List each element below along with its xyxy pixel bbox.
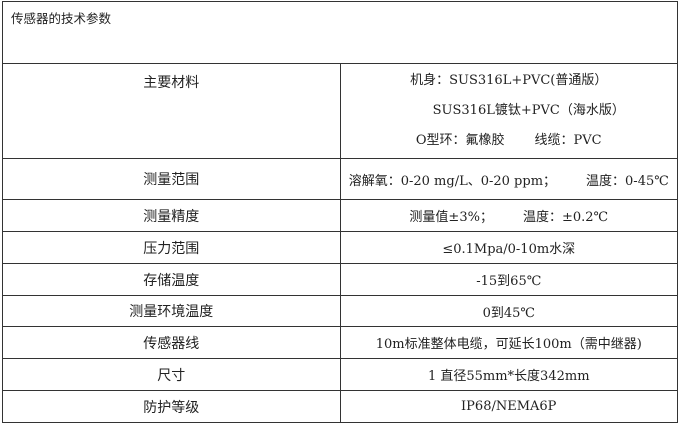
row-label: 测量范围 — [2, 158, 341, 200]
table-row: 测量精度 测量值±3%； 温度：±0.2℃ — [2, 199, 678, 232]
material-cable: 线缆：PVC — [534, 133, 602, 148]
table-row: 压力范围 ≤0.1Mpa/0-10m水深 — [2, 231, 678, 264]
table-row: 主要材料 机身：SUS316L+PVC(普通版） SUS316L镀钛+PVC（海… — [2, 63, 678, 159]
row-label: 尺寸 — [2, 358, 341, 391]
table-title: 传感器的技术参数 — [2, 1, 678, 64]
range-do: 溶解氧：0-20 mg/L、0-20 ppm； — [348, 173, 557, 189]
table-row: 测量范围 溶解氧：0-20 mg/L、0-20 ppm； 温度：0-45℃ — [2, 158, 678, 200]
row-label: 传感器线 — [2, 326, 341, 359]
table-row: 传感器线 10m标准整体电缆，可延长100m（需中继器) — [2, 326, 678, 359]
row-label: 存储温度 — [2, 263, 341, 296]
table-row: 尺寸 1 直径55mm*长度342mm — [2, 358, 678, 391]
row-label: 主要材料 — [2, 63, 341, 159]
row-label: 测量环境温度 — [2, 295, 341, 327]
row-value: ≤0.1Mpa/0-10m水深 — [339, 231, 678, 264]
table-row: 防护等级 IP68/NEMA6P — [2, 390, 678, 423]
material-seal-cable: O型环：氟橡胶 线缆：PVC — [341, 126, 678, 156]
row-label: 防护等级 — [2, 390, 341, 423]
row-value: IP68/NEMA6P — [339, 390, 678, 423]
row-label: 压力范围 — [2, 231, 341, 264]
row-value: 溶解氧：0-20 mg/L、0-20 ppm； 温度：0-45℃ — [339, 158, 678, 200]
material-body: 机身：SUS316L+PVC(普通版） — [410, 73, 608, 88]
row-value: 10m标准整体电缆，可延长100m（需中继器) — [339, 326, 678, 359]
range-temp: 温度：0-45℃ — [586, 173, 669, 189]
row-value: 测量值±3%； 温度：±0.2℃ — [339, 199, 678, 232]
material-oring: O型环：氟橡胶 — [415, 133, 505, 148]
table-row: 存储温度 -15到65℃ — [2, 263, 678, 296]
table-row: 测量环境温度 0到45℃ — [2, 295, 678, 327]
row-value: 机身：SUS316L+PVC(普通版） SUS316L镀钛+PVC（海水版） O… — [339, 63, 678, 159]
row-value: -15到65℃ — [339, 263, 678, 296]
accuracy-value: 测量值±3%； — [409, 210, 493, 225]
material-seawater: SUS316L镀钛+PVC（海水版） — [432, 103, 625, 118]
row-value: 1 直径55mm*长度342mm — [339, 358, 678, 391]
accuracy-temp: 温度：±0.2℃ — [522, 210, 609, 225]
row-label: 测量精度 — [2, 199, 341, 232]
row-value: 0到45℃ — [339, 295, 678, 327]
